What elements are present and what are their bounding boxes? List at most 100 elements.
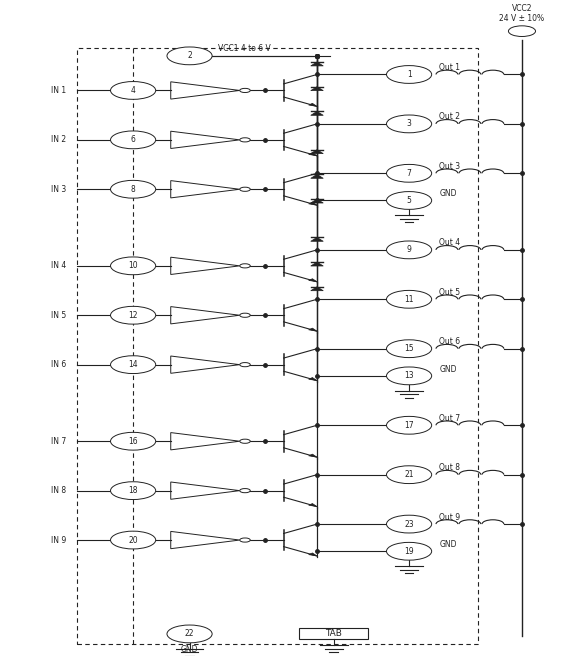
Polygon shape — [311, 199, 323, 203]
Text: 9: 9 — [407, 245, 412, 255]
Text: 15: 15 — [404, 344, 414, 353]
Text: GND: GND — [439, 190, 457, 199]
Text: VCC1 4 to 6 V: VCC1 4 to 6 V — [218, 44, 271, 53]
Text: 21: 21 — [404, 470, 414, 479]
Text: Out 9: Out 9 — [439, 513, 461, 522]
Circle shape — [387, 367, 431, 385]
Text: 18: 18 — [128, 486, 138, 495]
Text: 2: 2 — [187, 51, 192, 61]
Text: 13: 13 — [404, 371, 414, 380]
Polygon shape — [309, 202, 317, 205]
Circle shape — [387, 241, 431, 259]
Text: IN 7: IN 7 — [52, 437, 67, 445]
Text: Out 7: Out 7 — [439, 414, 461, 423]
Circle shape — [111, 257, 156, 275]
Polygon shape — [309, 378, 317, 380]
Circle shape — [167, 625, 212, 643]
Text: IN 1: IN 1 — [52, 86, 67, 95]
Text: 14: 14 — [128, 360, 138, 369]
Circle shape — [240, 439, 250, 443]
Polygon shape — [311, 238, 323, 241]
Text: IN 6: IN 6 — [52, 360, 67, 369]
Circle shape — [387, 290, 431, 308]
Text: IN 3: IN 3 — [52, 185, 67, 193]
Text: Out 2: Out 2 — [439, 113, 460, 122]
Text: 11: 11 — [404, 295, 414, 304]
Circle shape — [167, 47, 212, 64]
Circle shape — [387, 417, 431, 434]
Circle shape — [111, 82, 156, 99]
Circle shape — [387, 340, 431, 357]
Polygon shape — [311, 287, 323, 291]
Circle shape — [111, 131, 156, 149]
Polygon shape — [309, 503, 317, 507]
Circle shape — [508, 26, 536, 36]
Text: Out 1: Out 1 — [439, 63, 460, 72]
Text: IN 8: IN 8 — [52, 486, 67, 495]
Circle shape — [111, 432, 156, 450]
Text: GND: GND — [439, 540, 457, 549]
Circle shape — [111, 180, 156, 198]
Polygon shape — [309, 153, 317, 156]
Text: VCC2
24 V ± 10%: VCC2 24 V ± 10% — [499, 4, 545, 23]
Polygon shape — [311, 149, 323, 153]
Circle shape — [240, 138, 250, 142]
Circle shape — [111, 531, 156, 549]
Circle shape — [387, 66, 431, 84]
Text: GND: GND — [181, 645, 198, 654]
Text: 10: 10 — [128, 261, 138, 270]
Bar — [300, 628, 369, 640]
Text: IN 4: IN 4 — [52, 261, 67, 270]
Text: 16: 16 — [128, 437, 138, 445]
Circle shape — [240, 538, 250, 542]
Circle shape — [387, 115, 431, 133]
Text: 12: 12 — [128, 311, 138, 320]
Polygon shape — [309, 553, 317, 556]
Text: Out 4: Out 4 — [439, 238, 461, 247]
Bar — [77, 49, 478, 644]
Polygon shape — [309, 103, 317, 107]
Text: Out 5: Out 5 — [439, 288, 461, 297]
Text: Out 3: Out 3 — [439, 162, 461, 171]
Circle shape — [240, 187, 250, 191]
Text: GND: GND — [439, 365, 457, 374]
Circle shape — [387, 191, 431, 209]
Circle shape — [240, 88, 250, 93]
Circle shape — [240, 363, 250, 367]
Circle shape — [111, 482, 156, 499]
Text: 3: 3 — [407, 119, 412, 128]
Circle shape — [387, 542, 431, 560]
Polygon shape — [311, 87, 323, 91]
Text: 23: 23 — [404, 520, 414, 528]
Text: IN 5: IN 5 — [52, 311, 67, 320]
Polygon shape — [309, 279, 317, 282]
Circle shape — [111, 356, 156, 374]
Text: 20: 20 — [128, 536, 138, 545]
Text: 4: 4 — [131, 86, 136, 95]
Circle shape — [387, 164, 431, 182]
Polygon shape — [311, 174, 323, 178]
Text: 1: 1 — [407, 70, 411, 79]
Text: Out 8: Out 8 — [439, 463, 460, 472]
Polygon shape — [309, 328, 317, 331]
Text: 5: 5 — [407, 196, 412, 205]
Circle shape — [240, 488, 250, 493]
Text: TAB: TAB — [325, 630, 342, 638]
Text: IN 9: IN 9 — [52, 536, 67, 545]
Circle shape — [387, 466, 431, 484]
Circle shape — [111, 307, 156, 324]
Polygon shape — [311, 111, 323, 115]
Circle shape — [387, 515, 431, 533]
Circle shape — [240, 313, 250, 317]
Text: IN 2: IN 2 — [52, 136, 67, 144]
Text: 8: 8 — [131, 185, 135, 193]
Polygon shape — [311, 262, 323, 266]
Polygon shape — [309, 454, 317, 457]
Text: 6: 6 — [131, 136, 136, 144]
Text: 17: 17 — [404, 420, 414, 430]
Text: 19: 19 — [404, 547, 414, 556]
Text: Out 6: Out 6 — [439, 337, 461, 346]
Text: 7: 7 — [407, 169, 412, 178]
Text: 22: 22 — [185, 630, 194, 638]
Polygon shape — [311, 62, 323, 66]
